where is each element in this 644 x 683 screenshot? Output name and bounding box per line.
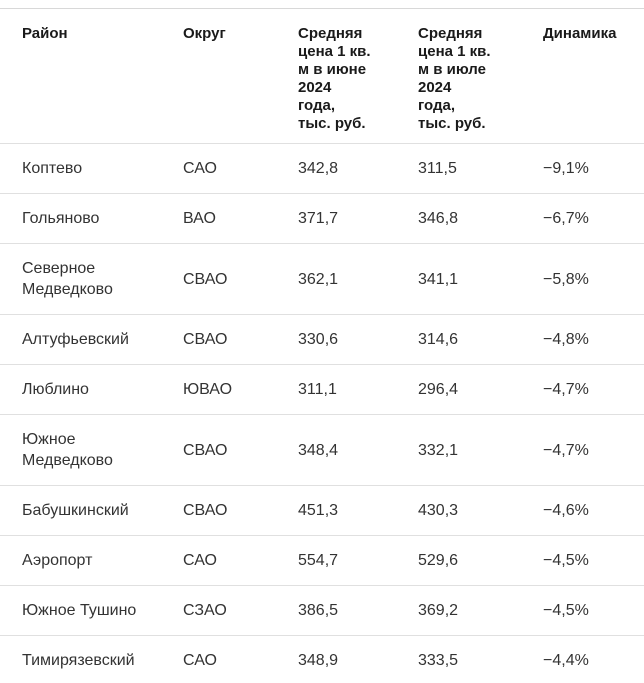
cell-price-july-k-rub: 333,5 xyxy=(418,635,543,683)
column-header-okrug: Округ xyxy=(183,8,298,144)
cell-price-june-k-rub: 451,3 xyxy=(298,485,418,536)
table-row: Южное Тушино СЗАО 386,5 369,2 −4,5% xyxy=(0,585,644,636)
table-row: Северное Медведково СВАО 362,1 341,1 −5,8% xyxy=(0,243,644,315)
cell-price-july-k-rub: 529,6 xyxy=(418,535,543,586)
table-row: Тимирязевский САО 348,9 333,5 −4,4% xyxy=(0,635,644,683)
cell-price-july-k-rub: 296,4 xyxy=(418,364,543,415)
cell-district: Северное Медведково xyxy=(0,243,183,315)
cell-price-june-k-rub: 348,4 xyxy=(298,414,418,486)
cell-district: Тимирязевский xyxy=(0,635,183,683)
cell-district: Люблино xyxy=(0,364,183,415)
cell-price-july-k-rub: 332,1 xyxy=(418,414,543,486)
table-row: Гольяново ВАО 371,7 346,8 −6,7% xyxy=(0,193,644,244)
cell-price-june-k-rub: 330,6 xyxy=(298,314,418,365)
table-row: Бабушкинский СВАО 451,3 430,3 −4,6% xyxy=(0,485,644,536)
column-header-district: Район xyxy=(0,8,183,144)
column-header-price-june: Средняя цена 1 кв. м в июне 2024 года, т… xyxy=(298,8,418,144)
table-body: Коптево САО 342,8 311,5 −9,1% Гольяново ВАО 371… xyxy=(0,143,644,683)
cell-dynamics: −4,5% xyxy=(543,535,644,586)
cell-price-june-k-rub: 371,7 xyxy=(298,193,418,244)
table-row: Коптево САО 342,8 311,5 −9,1% xyxy=(0,143,644,194)
cell-okrug: СЗАО xyxy=(183,585,298,636)
cell-price-july-k-rub: 346,8 xyxy=(418,193,543,244)
cell-okrug: САО xyxy=(183,143,298,194)
cell-price-july-k-rub: 369,2 xyxy=(418,585,543,636)
cell-price-june-k-rub: 348,9 xyxy=(298,635,418,683)
cell-dynamics: −4,7% xyxy=(543,364,644,415)
cell-price-july-k-rub: 314,6 xyxy=(418,314,543,365)
cell-okrug: ВАО xyxy=(183,193,298,244)
table-header: Район Округ Средняя цена 1 кв. м в июне … xyxy=(0,8,644,144)
cell-okrug: СВАО xyxy=(183,314,298,365)
cell-price-july-k-rub: 341,1 xyxy=(418,243,543,315)
cell-district: Южное Медведково xyxy=(0,414,183,486)
table-row: Люблино ЮВАО 311,1 296,4 −4,7% xyxy=(0,364,644,415)
column-header-dynamics: Динамика xyxy=(543,8,644,144)
cell-okrug: СВАО xyxy=(183,485,298,536)
cell-dynamics: −4,7% xyxy=(543,414,644,486)
cell-district: Гольяново xyxy=(0,193,183,244)
cell-price-june-k-rub: 554,7 xyxy=(298,535,418,586)
cell-okrug: СВАО xyxy=(183,414,298,486)
cell-dynamics: −6,7% xyxy=(543,193,644,244)
cell-dynamics: −4,8% xyxy=(543,314,644,365)
cell-district: Южное Тушино xyxy=(0,585,183,636)
header-row: Район Округ Средняя цена 1 кв. м в июне … xyxy=(0,8,644,144)
cell-okrug: САО xyxy=(183,635,298,683)
cell-district: Алтуфьевский xyxy=(0,314,183,365)
cell-district: Бабушкинский xyxy=(0,485,183,536)
cell-price-june-k-rub: 311,1 xyxy=(298,364,418,415)
cell-dynamics: −9,1% xyxy=(543,143,644,194)
cell-price-july-k-rub: 311,5 xyxy=(418,143,543,194)
table-row: Алтуфьевский СВАО 330,6 314,6 −4,8% xyxy=(0,314,644,365)
cell-district: Аэропорт xyxy=(0,535,183,586)
cell-dynamics: −4,5% xyxy=(543,585,644,636)
table-row: Аэропорт САО 554,7 529,6 −4,5% xyxy=(0,535,644,586)
cell-price-june-k-rub: 386,5 xyxy=(298,585,418,636)
cell-okrug: ЮВАО xyxy=(183,364,298,415)
table-row: Южное Медведково СВАО 348,4 332,1 −4,7% xyxy=(0,414,644,486)
cell-price-july-k-rub: 430,3 xyxy=(418,485,543,536)
cell-dynamics: −4,4% xyxy=(543,635,644,683)
cell-price-june-k-rub: 362,1 xyxy=(298,243,418,315)
cell-dynamics: −5,8% xyxy=(543,243,644,315)
cell-dynamics: −4,6% xyxy=(543,485,644,536)
cell-price-june-k-rub: 342,8 xyxy=(298,143,418,194)
cell-okrug: САО xyxy=(183,535,298,586)
cell-district: Коптево xyxy=(0,143,183,194)
column-header-price-july: Средняя цена 1 кв. м в июле 2024 года, т… xyxy=(418,8,543,144)
district-price-table: Район Округ Средняя цена 1 кв. м в июне … xyxy=(0,8,644,683)
cell-okrug: СВАО xyxy=(183,243,298,315)
